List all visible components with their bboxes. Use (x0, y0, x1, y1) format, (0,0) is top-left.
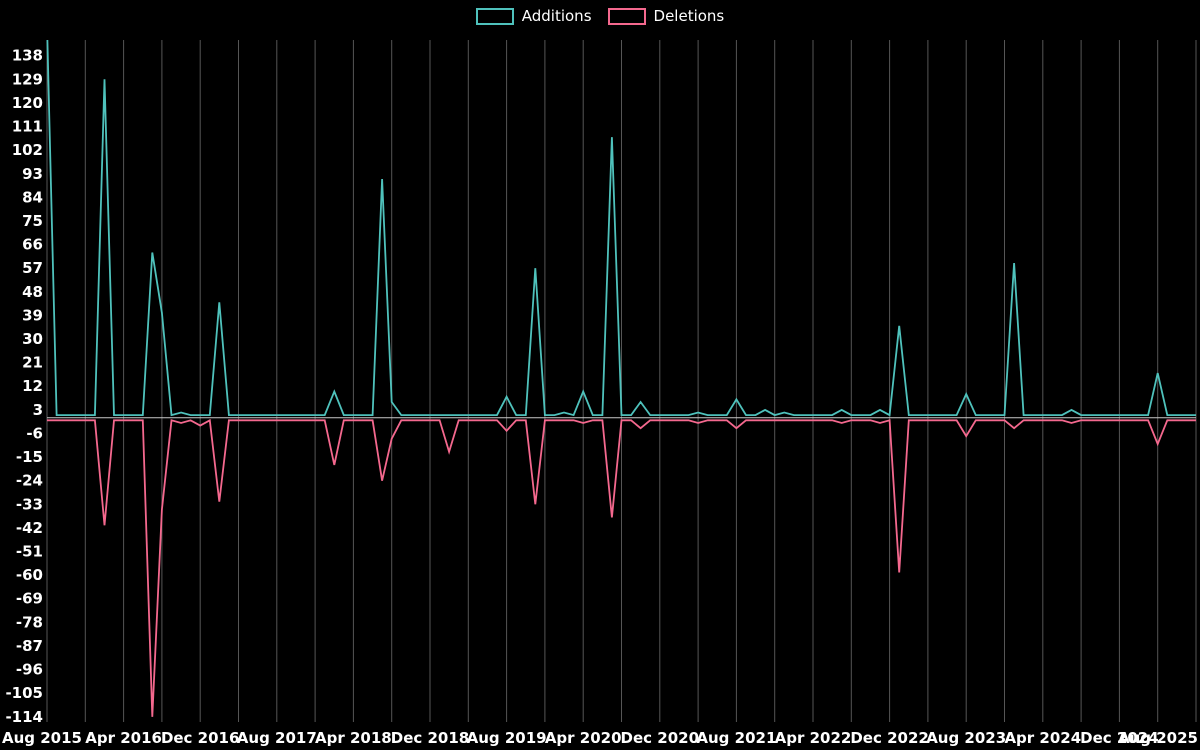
y-tick-label: -24 (16, 472, 43, 490)
legend-item-deletions[interactable]: Deletions (607, 7, 725, 25)
y-tick-label: 75 (22, 212, 43, 230)
y-tick-label: 57 (22, 259, 43, 277)
x-tick-label: Dec 2016 (161, 729, 240, 747)
additions-line (46, 40, 1196, 417)
x-tick-label: Apr 2016 (85, 729, 162, 747)
y-tick-label: 30 (22, 330, 43, 348)
y-tick-label: -6 (26, 425, 43, 443)
x-tick-label: Dec 2024 (1080, 729, 1159, 747)
y-tick-label: 66 (22, 236, 43, 254)
x-tick-label: Dec 2018 (391, 729, 470, 747)
y-axis-labels: 138 129 120 111 102 93 84 75 66 57 48 39 30 21 12 3 -6 -1… (5, 47, 43, 726)
deletions-swatch (607, 7, 646, 25)
y-tick-label: -87 (16, 637, 43, 655)
x-tick-label: Dec 2022 (850, 729, 929, 747)
x-tick-label: Aug 2021 (696, 729, 776, 747)
deletions-line (47, 418, 1196, 717)
y-tick-label: 84 (22, 188, 43, 206)
y-tick-label: -33 (16, 495, 43, 513)
x-tick-label: Apr 2018 (315, 729, 392, 747)
y-tick-label: 93 (22, 165, 43, 183)
y-tick-label: 102 (12, 141, 43, 159)
y-tick-label: -15 (16, 448, 43, 466)
y-tick-label: 39 (22, 306, 43, 324)
y-tick-label: 138 (12, 47, 43, 65)
y-tick-label: -42 (16, 519, 43, 537)
gridlines (46, 40, 1197, 722)
y-tick-label: -60 (16, 566, 43, 584)
series-group (46, 40, 1196, 717)
legend-label-deletions: Deletions (653, 7, 725, 25)
y-tick-label: 48 (22, 283, 43, 301)
y-tick-label: -69 (16, 590, 43, 608)
y-tick-label: 21 (22, 354, 43, 372)
y-tick-label: 12 (22, 377, 43, 395)
x-tick-label: Apr 2024 (1004, 729, 1081, 747)
y-tick-label: -105 (5, 684, 43, 702)
x-tick-label: Dec 2020 (621, 729, 700, 747)
y-tick-label: 120 (12, 94, 43, 112)
y-tick-label: -96 (16, 661, 43, 679)
y-tick-label: -78 (16, 613, 43, 631)
y-tick-label: -114 (5, 708, 43, 726)
chart-legend: Additions Deletions (0, 7, 1200, 25)
x-tick-label: Aug 2015 (2, 729, 82, 747)
x-tick-label: Aug 2025 (1118, 729, 1198, 747)
x-tick-label: Apr 2020 (545, 729, 622, 747)
x-tick-label: Aug 2017 (237, 729, 317, 747)
additions-swatch (475, 7, 514, 25)
x-tick-label: Aug 2019 (467, 729, 547, 747)
y-tick-label: -51 (16, 543, 43, 561)
y-tick-label: 111 (12, 118, 43, 136)
y-tick-label: 3 (33, 401, 43, 419)
y-tick-label: 129 (12, 70, 43, 88)
legend-item-additions[interactable]: Additions (475, 7, 592, 25)
x-tick-label: Aug 2023 (926, 729, 1006, 747)
legend-label-additions: Additions (521, 7, 592, 25)
x-tick-label: Apr 2022 (775, 729, 852, 747)
